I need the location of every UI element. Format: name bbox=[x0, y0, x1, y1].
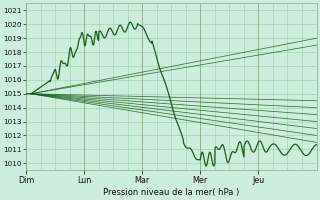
X-axis label: Pression niveau de la mer( hPa ): Pression niveau de la mer( hPa ) bbox=[103, 188, 239, 197]
